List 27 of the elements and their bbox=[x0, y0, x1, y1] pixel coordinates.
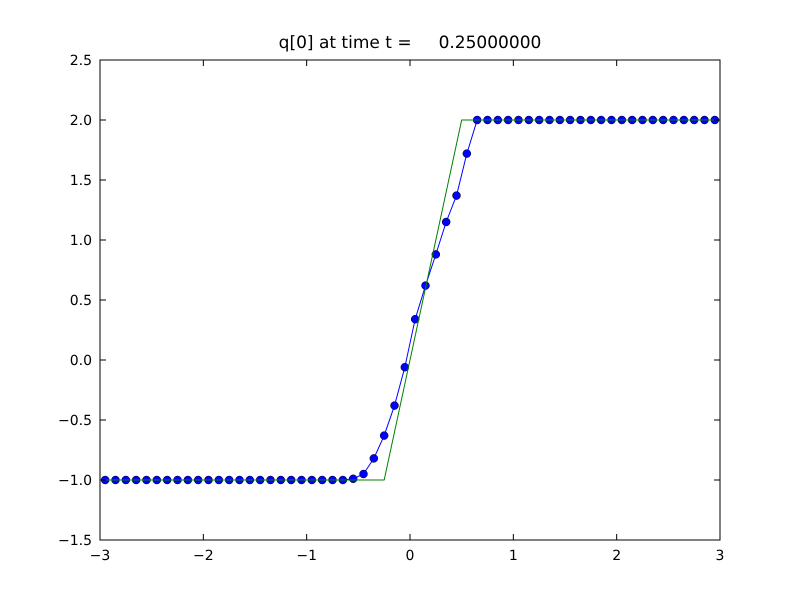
point bbox=[462, 149, 472, 158]
y-tick-label: 1.5 bbox=[70, 172, 92, 189]
x-tick-label: −3 bbox=[90, 548, 110, 564]
y-tick-label: 2.5 bbox=[70, 52, 92, 69]
point bbox=[432, 250, 440, 259]
y-tick-label: 0.5 bbox=[70, 292, 92, 309]
point bbox=[442, 218, 450, 226]
y-tick-label: 1.0 bbox=[70, 232, 92, 249]
point bbox=[359, 470, 368, 478]
chart-title: q[0] at time t = 0.25000000 bbox=[278, 33, 542, 53]
y-tick-label: 0.0 bbox=[70, 352, 92, 369]
x-tick-label: 3 bbox=[716, 548, 724, 564]
point bbox=[370, 454, 378, 463]
x-tick-label: 1 bbox=[508, 548, 518, 564]
x-tick-label: 2 bbox=[612, 548, 622, 564]
point bbox=[390, 401, 399, 410]
y-tick-label: −1.5 bbox=[58, 532, 92, 549]
x-tick-label: −2 bbox=[193, 548, 214, 564]
point bbox=[400, 362, 410, 372]
point bbox=[380, 431, 388, 440]
point bbox=[410, 314, 420, 324]
y-tick-label: −1.0 bbox=[58, 472, 92, 489]
y-tick-label: 2.0 bbox=[70, 112, 92, 129]
x-tick-label: 0 bbox=[406, 548, 414, 564]
point bbox=[452, 191, 461, 200]
y-tick-label: −0.5 bbox=[58, 412, 92, 429]
x-tick-label: −1 bbox=[296, 548, 317, 564]
